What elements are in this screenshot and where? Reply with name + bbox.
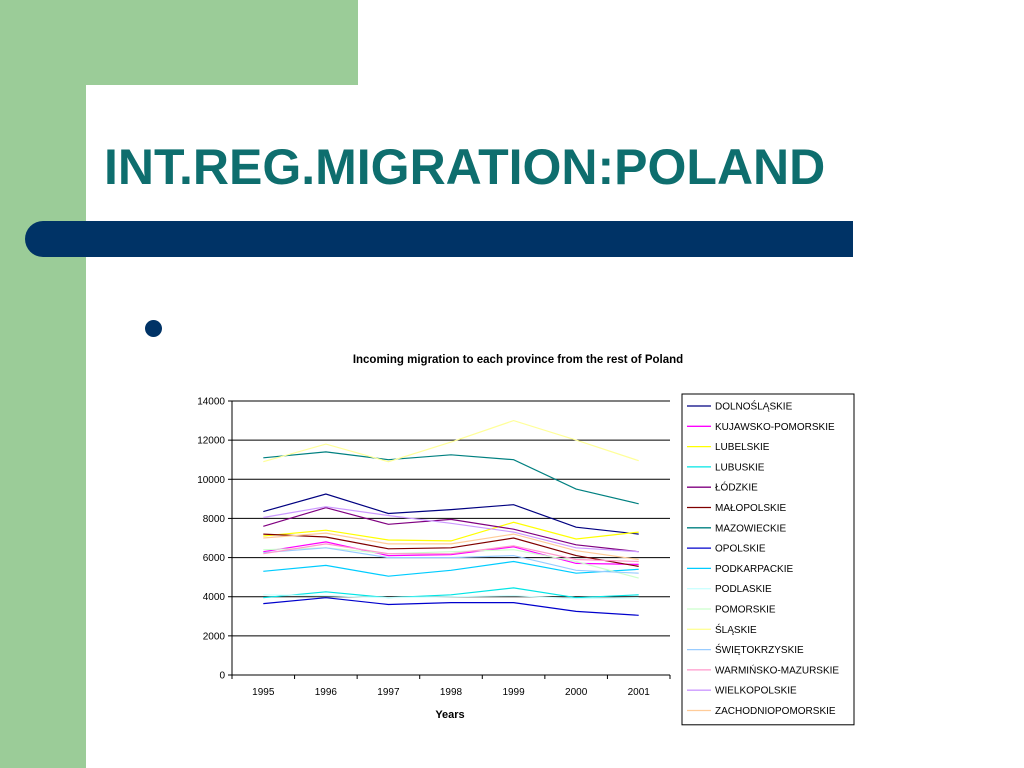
chart-title: Incoming migration to each province from… bbox=[353, 354, 683, 366]
x-tick-label: 1999 bbox=[502, 687, 525, 698]
plot-area: 0 2000 4000 6000 8000 10000 12000 14000 1995 1996… bbox=[197, 397, 671, 698]
migration-line-chart: Incoming migration to each province from… bbox=[197, 354, 855, 726]
series-line bbox=[263, 541, 639, 565]
legend-entry: ZACHODNIOPOMORSKIE bbox=[715, 706, 836, 717]
series-line bbox=[263, 493, 639, 535]
legend-entry: MAŁOPOLSKIE bbox=[715, 503, 786, 514]
series-line bbox=[263, 597, 639, 616]
slide-title: INT.REG.MIGRATION:POLAND bbox=[104, 139, 826, 195]
legend-entry: MAZOWIECKIE bbox=[715, 523, 786, 534]
x-tick-label: 2000 bbox=[565, 687, 588, 698]
series-line bbox=[263, 547, 639, 579]
legend-entry: PODKARPACKIE bbox=[715, 564, 793, 575]
legend-entry: KUJAWSKO-POMORSKIE bbox=[715, 422, 835, 433]
y-tick-label: 14000 bbox=[197, 397, 225, 408]
y-tick-label: 12000 bbox=[197, 436, 225, 447]
series-line bbox=[263, 594, 639, 600]
legend-entry: ŚLĄSKIE bbox=[715, 623, 757, 636]
series-line bbox=[263, 451, 639, 505]
series-line bbox=[263, 547, 639, 574]
chart-legend: DOLNOŚLĄSKIE KUJAWSKO-POMORSKIE LUBELSKIE L… bbox=[681, 393, 855, 726]
series-line bbox=[263, 521, 639, 542]
title-underline-bar bbox=[25, 221, 853, 257]
series-line bbox=[263, 533, 639, 567]
legend-entry: ŁÓDZKIE bbox=[715, 481, 758, 494]
legend-entry: LUBELSKIE bbox=[715, 442, 770, 453]
series-line bbox=[263, 506, 639, 553]
x-tick-label: 2001 bbox=[628, 687, 651, 698]
rounded-corner bbox=[86, 85, 146, 145]
x-tick-label: 1997 bbox=[377, 687, 400, 698]
series-line bbox=[263, 507, 639, 553]
series-line bbox=[263, 587, 639, 599]
bullet-point bbox=[145, 320, 162, 337]
y-tick-label: 0 bbox=[219, 671, 225, 682]
legend-entry: POMORSKIE bbox=[715, 605, 776, 616]
series-line bbox=[263, 419, 639, 463]
y-tick-label: 6000 bbox=[203, 553, 226, 564]
y-tick-label: 4000 bbox=[203, 592, 226, 603]
x-tick-label: 1996 bbox=[315, 687, 338, 698]
legend-entry: WIELKOPOLSKIE bbox=[715, 686, 797, 697]
y-tick-label: 8000 bbox=[203, 514, 226, 525]
legend-entry: OPOLSKIE bbox=[715, 544, 766, 555]
series-line bbox=[263, 532, 639, 561]
legend-entry: ŚWIĘTOKRZYSKIE bbox=[715, 643, 804, 656]
x-axis-title: Years bbox=[435, 709, 464, 721]
legend-entry: PODLASKIE bbox=[715, 584, 772, 595]
series-line bbox=[263, 560, 639, 577]
legend-entry: WARMIŃSKO-MAZURSKIE bbox=[715, 663, 839, 676]
y-tick-label: 10000 bbox=[197, 475, 225, 486]
green-side-strip bbox=[0, 0, 86, 768]
legend-entry: DOLNOŚLĄSKIE bbox=[715, 400, 793, 413]
legend-entry: LUBUSKIE bbox=[715, 462, 765, 473]
y-tick-label: 2000 bbox=[203, 631, 226, 642]
series-line bbox=[263, 543, 639, 563]
x-tick-label: 1998 bbox=[440, 687, 463, 698]
x-tick-label: 1995 bbox=[252, 687, 275, 698]
